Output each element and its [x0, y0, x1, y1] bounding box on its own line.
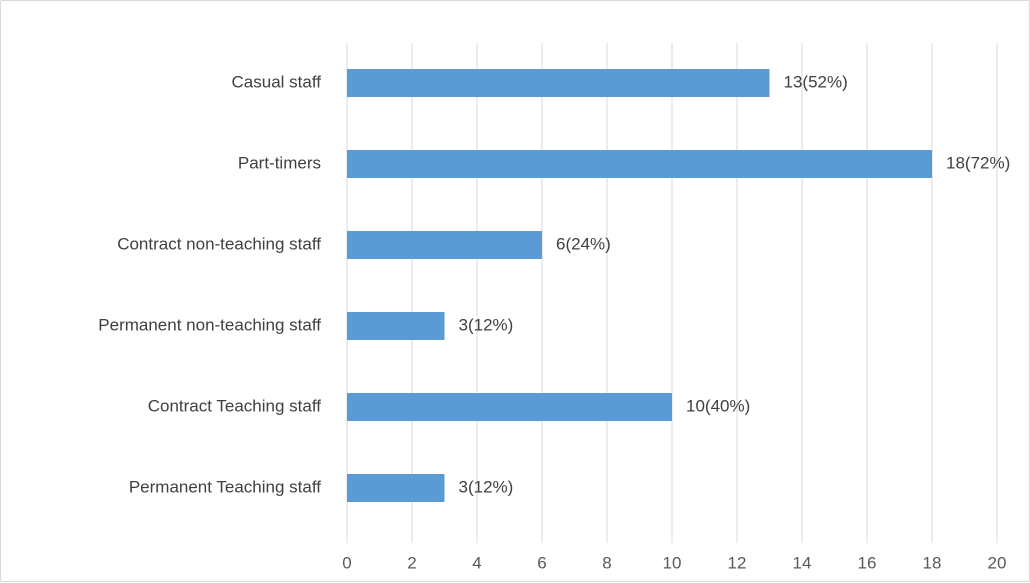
bar [347, 474, 445, 502]
x-tick-label: 18 [923, 553, 942, 572]
x-tick-label: 14 [793, 553, 812, 572]
category-labels: Casual staff Part-timers Contract non-teac… [98, 72, 321, 496]
bar [347, 393, 672, 421]
data-label: 18(72%) [946, 153, 1010, 172]
data-label: 3(12%) [459, 315, 514, 334]
x-tick-label: 20 [988, 553, 1007, 572]
bar [347, 150, 932, 178]
x-tick-label: 0 [342, 553, 351, 572]
category-label: Permanent non-teaching staff [98, 315, 321, 334]
gridlines [346, 43, 998, 543]
x-tick-label: 4 [472, 553, 481, 572]
bar [347, 69, 770, 97]
x-tick-label: 16 [858, 553, 877, 572]
bar [347, 312, 445, 340]
category-label: Permanent Teaching staff [129, 477, 321, 496]
x-tick-label: 2 [407, 553, 416, 572]
data-label: 13(52%) [784, 72, 848, 91]
category-label: Contract non-teaching staff [117, 234, 321, 253]
x-tick-label: 6 [537, 553, 546, 572]
data-label: 10(40%) [686, 396, 750, 415]
bars [347, 69, 932, 502]
category-label: Part-timers [238, 153, 321, 172]
category-label: Contract Teaching staff [148, 396, 322, 415]
x-tick-label: 8 [602, 553, 611, 572]
data-label: 3(12%) [459, 477, 514, 496]
x-axis-tick-labels: 0 2 4 6 8 10 12 14 16 18 20 [342, 553, 1006, 572]
bar [347, 231, 542, 259]
data-labels: 13(52%) 18(72%) 6(24%) 3(12%) 10(40%) 3(12%) [459, 72, 1011, 496]
category-label: Casual staff [232, 72, 322, 91]
x-tick-label: 12 [728, 553, 747, 572]
data-label: 6(24%) [556, 234, 611, 253]
x-tick-label: 10 [663, 553, 682, 572]
